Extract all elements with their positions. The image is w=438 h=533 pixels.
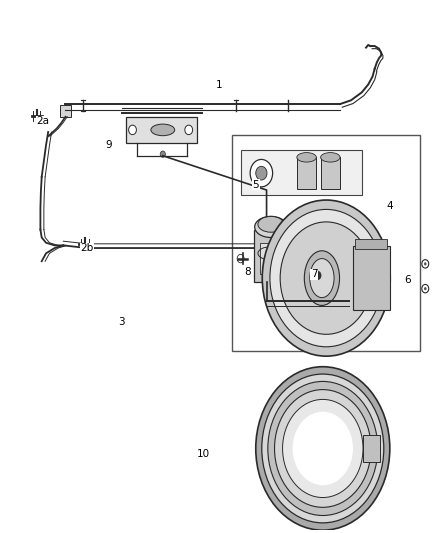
Circle shape	[283, 399, 363, 497]
Bar	[232, 135, 420, 351]
Circle shape	[262, 374, 384, 523]
Bar	[321, 157, 340, 189]
Bar	[126, 117, 198, 142]
Ellipse shape	[151, 124, 175, 136]
Text: 3: 3	[118, 317, 125, 327]
Circle shape	[275, 390, 371, 507]
Text: 4: 4	[386, 201, 393, 211]
Circle shape	[314, 271, 321, 280]
Ellipse shape	[310, 259, 334, 297]
Ellipse shape	[297, 152, 316, 162]
Text: 7: 7	[311, 269, 318, 279]
Bar	[254, 230, 288, 282]
Text: 2a: 2a	[36, 116, 49, 126]
Text: 1: 1	[215, 79, 223, 90]
Circle shape	[270, 209, 382, 347]
Bar	[60, 105, 71, 117]
Bar	[363, 435, 380, 462]
Bar	[240, 150, 362, 195]
Ellipse shape	[321, 152, 340, 162]
Circle shape	[256, 166, 267, 180]
Bar	[260, 243, 282, 274]
Circle shape	[293, 249, 308, 268]
Circle shape	[129, 125, 136, 135]
Circle shape	[268, 382, 378, 515]
Text: 8: 8	[244, 267, 251, 277]
Circle shape	[422, 285, 429, 293]
Circle shape	[262, 200, 390, 356]
Bar	[355, 239, 387, 249]
Circle shape	[424, 262, 427, 265]
Ellipse shape	[254, 216, 287, 238]
Circle shape	[185, 125, 193, 135]
Text: 10: 10	[197, 449, 210, 459]
Circle shape	[348, 296, 360, 311]
Text: 9: 9	[106, 140, 112, 150]
Bar	[353, 246, 389, 310]
Circle shape	[297, 254, 304, 263]
Circle shape	[160, 151, 166, 157]
Circle shape	[422, 260, 429, 268]
Ellipse shape	[258, 216, 284, 232]
Ellipse shape	[304, 251, 339, 305]
Circle shape	[250, 159, 272, 187]
Bar	[297, 157, 316, 189]
Text: 5: 5	[252, 180, 259, 190]
Text: 6: 6	[404, 274, 410, 285]
Circle shape	[424, 287, 427, 290]
Circle shape	[256, 367, 390, 530]
Circle shape	[293, 411, 353, 485]
Circle shape	[280, 222, 372, 334]
Text: 2b: 2b	[81, 243, 94, 253]
